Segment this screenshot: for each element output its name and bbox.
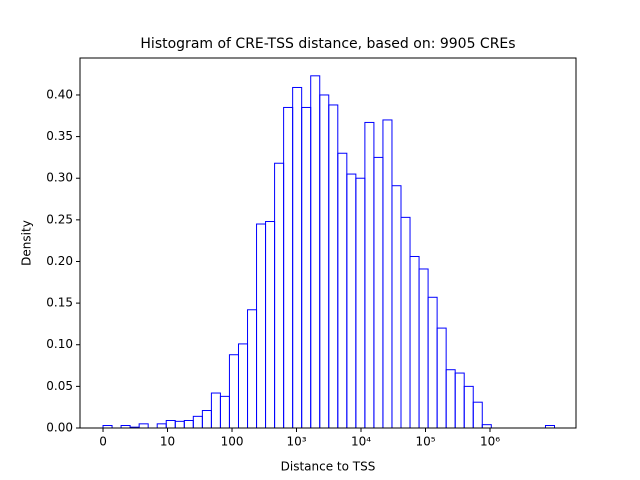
bar	[283, 106, 294, 429]
bar	[436, 327, 447, 429]
bar	[337, 152, 348, 429]
y-tick-label: 0.00	[46, 421, 73, 435]
y-axis-label: Density	[20, 220, 34, 266]
bar	[454, 372, 465, 429]
x-tick-label: 10	[160, 435, 175, 449]
bar	[409, 255, 420, 429]
bar	[328, 104, 339, 429]
x-axis-label: Distance to TSS	[281, 460, 376, 474]
bar	[201, 410, 212, 429]
bar	[400, 216, 411, 429]
chart-title: Histogram of CRE-TSS distance, based on:…	[140, 36, 515, 52]
bar	[274, 162, 285, 429]
bar	[265, 221, 276, 429]
y-tick-label: 0.20	[46, 254, 73, 268]
bar	[373, 156, 384, 429]
bar	[156, 423, 167, 429]
bar	[237, 343, 249, 429]
bar	[174, 420, 185, 429]
x-tick-label: 10⁶	[480, 435, 500, 449]
y-tick-label: 0.25	[46, 212, 73, 226]
bar	[355, 177, 366, 429]
bar	[247, 309, 258, 429]
bar	[210, 392, 221, 429]
bar	[183, 420, 194, 429]
bar	[472, 401, 483, 429]
bar	[256, 223, 267, 429]
bar	[364, 121, 375, 429]
bar	[192, 415, 203, 429]
y-tick-label: 0.40	[46, 87, 73, 101]
bar	[391, 185, 402, 429]
y-tick-label: 0.30	[46, 171, 73, 185]
bar	[319, 94, 330, 429]
bar	[346, 173, 357, 429]
bar	[228, 354, 239, 429]
x-tick-label: 10⁵	[415, 435, 435, 449]
y-tick-label: 0.15	[46, 296, 73, 310]
bar	[427, 296, 438, 429]
y-tick-label: 0.35	[46, 129, 73, 143]
bar	[418, 268, 429, 429]
plot-frame	[79, 57, 577, 429]
bar	[138, 423, 149, 429]
bar	[219, 395, 230, 429]
bar	[445, 369, 456, 429]
bar	[463, 385, 474, 429]
x-tick-label: 10⁴	[351, 435, 371, 449]
bar	[165, 420, 176, 429]
x-tick-label: 0	[99, 435, 107, 449]
x-tick-label: 100	[221, 435, 244, 449]
bar	[292, 86, 303, 429]
bar	[301, 106, 312, 429]
y-tick-label: 0.05	[46, 379, 73, 393]
y-tick-label: 0.10	[46, 337, 73, 351]
x-tick-label: 10³	[286, 435, 306, 449]
bar	[310, 75, 321, 429]
bar	[382, 119, 393, 429]
